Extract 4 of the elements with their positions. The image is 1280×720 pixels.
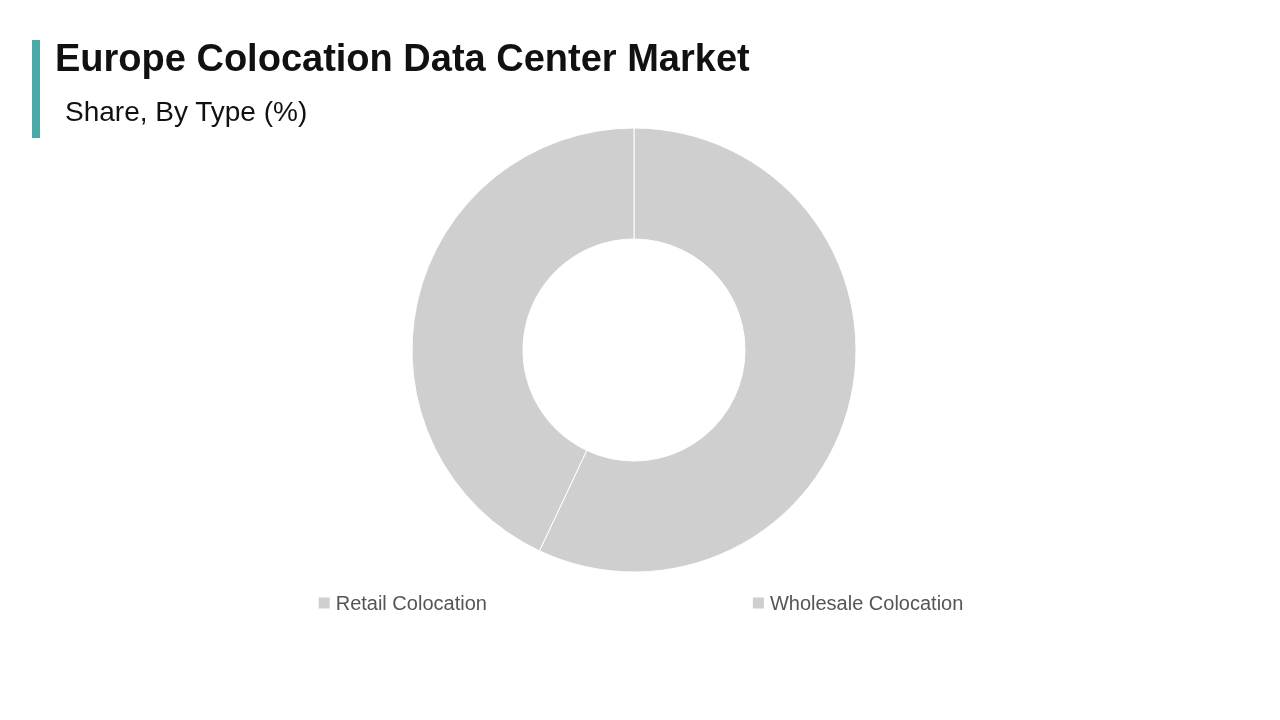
legend-label: Retail Colocation (335, 592, 487, 614)
chart-subtitle: Share, By Type (%) (65, 95, 308, 127)
chart-title: Europe Colocation Data Center Market (55, 37, 751, 79)
legend-label: Wholesale Colocation (769, 592, 964, 614)
